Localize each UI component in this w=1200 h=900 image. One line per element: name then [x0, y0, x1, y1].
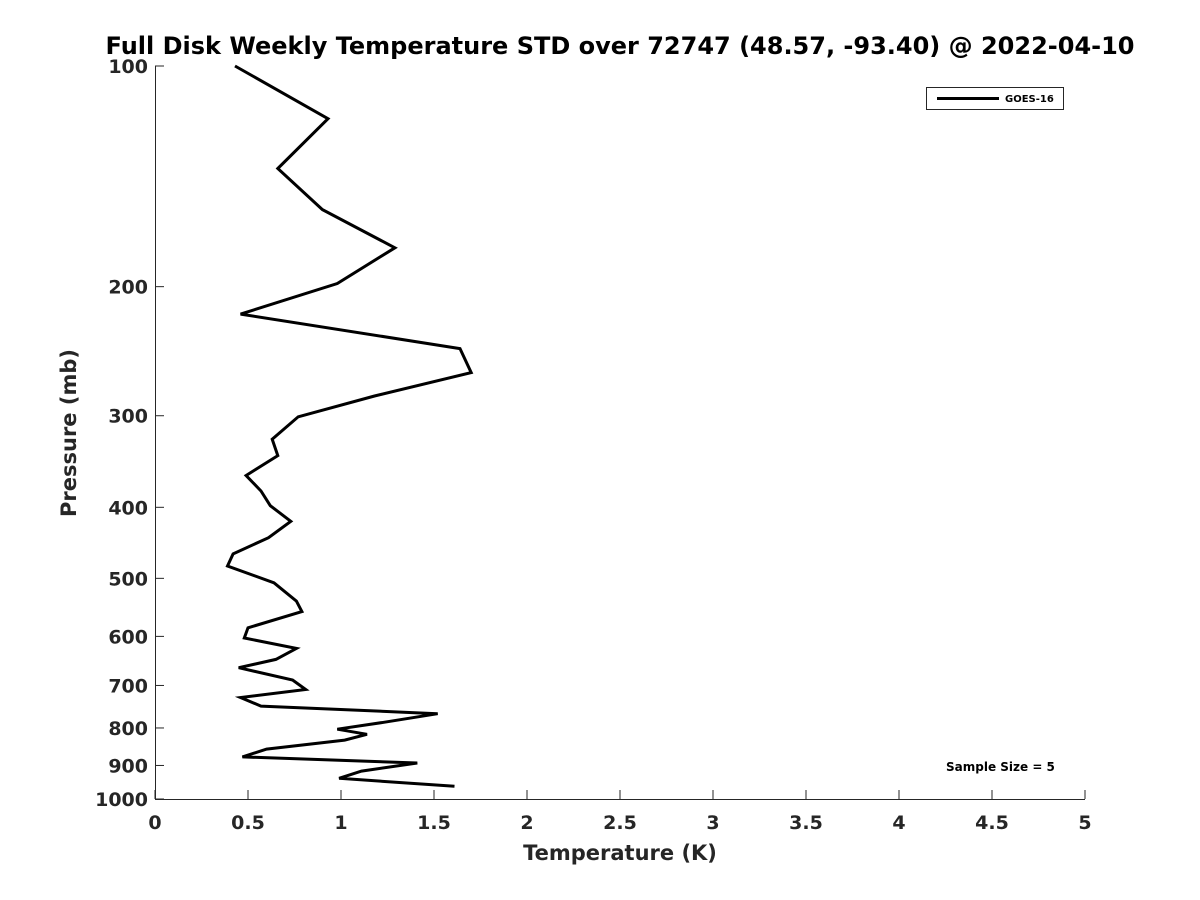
y-tick-label: 500 — [108, 568, 148, 590]
y-tick-label: 800 — [108, 718, 148, 740]
x-tick-label: 2.5 — [603, 812, 637, 834]
y-tick-label: 1000 — [95, 789, 148, 811]
y-tick-label: 400 — [108, 497, 148, 519]
y-tick-label: 900 — [108, 755, 148, 777]
x-ticks: 0 0.5 1 1.5 2 2.5 3 3.5 4 4.5 5 — [148, 790, 1092, 834]
y-tick-label: 300 — [108, 406, 148, 428]
x-tick-label: 2 — [520, 812, 533, 834]
legend: GOES-16 — [926, 87, 1064, 110]
y-axis-label: Pressure (mb) — [57, 349, 81, 517]
chart-title: Full Disk Weekly Temperature STD over 72… — [106, 32, 1135, 60]
y-tick-label: 700 — [108, 675, 148, 697]
y-tick-label: 600 — [108, 626, 148, 648]
x-tick-label: 4.5 — [975, 812, 1009, 834]
plot-axes: 0 0.5 1 1.5 2 2.5 3 3.5 4 4.5 5 100 200 300 400 500 600… — [95, 56, 1092, 834]
x-axis-label: Temperature (K) — [523, 841, 717, 865]
x-tick-label: 3.5 — [789, 812, 823, 834]
x-tick-label: 0 — [148, 812, 161, 834]
x-tick-label: 1.5 — [417, 812, 451, 834]
x-tick-label: 0.5 — [231, 812, 265, 834]
series-line-goes-16 — [225, 64, 474, 788]
legend-label: GOES-16 — [1005, 94, 1054, 105]
sample-size-annotation: Sample Size = 5 — [946, 760, 1055, 774]
x-tick-label: 5 — [1078, 812, 1091, 834]
y-ticks: 100 200 300 400 500 600 700 800 900 1000 — [95, 56, 164, 811]
y-tick-label: 200 — [108, 277, 148, 299]
x-tick-label: 3 — [706, 812, 719, 834]
series-layer — [225, 64, 474, 788]
x-tick-label: 4 — [892, 812, 905, 834]
y-tick-label: 100 — [108, 56, 148, 78]
x-tick-label: 1 — [334, 812, 347, 834]
